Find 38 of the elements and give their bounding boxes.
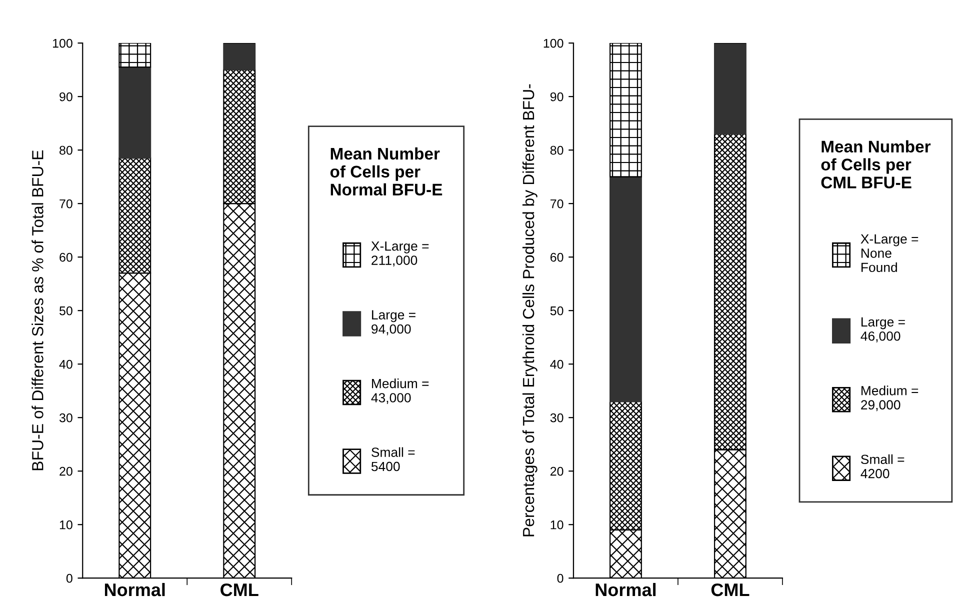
- y-tick-label: 0: [66, 574, 72, 583]
- y-tick-label: 90: [60, 92, 72, 102]
- y-tick-label: 40: [550, 360, 564, 369]
- y-tick-label: 40: [59, 360, 72, 369]
- y-tick-label: 20: [550, 466, 564, 476]
- legend-label: Small = 4200: [860, 454, 904, 478]
- y-tick-label: 80: [550, 146, 564, 155]
- legend-label: X-Large = None Found: [860, 234, 918, 272]
- y-tick-label: 50: [550, 306, 564, 316]
- legend-title: Mean Number of Cells per Normal BFU-E: [330, 147, 442, 196]
- legend-label: Medium = 43,000: [371, 378, 429, 404]
- x-tick-label: Normal: [104, 582, 165, 596]
- y-axis-title: BFU-E of Different Sizes as % of Total BFU-E: [32, 150, 44, 470]
- x-tick-label: CML: [711, 583, 750, 596]
- y-tick-label: 20: [60, 466, 72, 476]
- y-tick-label: 60: [550, 252, 564, 262]
- y-tick-label: 100: [52, 38, 72, 48]
- legend-label: Small = 5400: [371, 447, 415, 472]
- y-tick-label: 70: [60, 199, 72, 208]
- y-tick-label: 10: [550, 520, 564, 530]
- legend-label: Large = 94,000: [372, 310, 416, 336]
- x-tick-label: Normal: [596, 582, 656, 596]
- y-tick-label: 60: [60, 252, 72, 262]
- legend-title: Mean Number of Cells per CML BFU-E: [821, 140, 931, 188]
- y-tick-label: 70: [550, 199, 564, 208]
- legend-label: Medium = 29,000: [861, 386, 918, 412]
- y-tick-label: 50: [59, 306, 72, 316]
- legend-label: Large = 46,000: [860, 317, 905, 342]
- legend-label: X-Large = 211,000: [371, 242, 429, 267]
- y-tick-label: 100: [544, 38, 564, 48]
- y-tick-label: 0: [557, 574, 564, 583]
- y-axis-title: Percentages of Total Erythroid Cells Produced by Different BFU-: [522, 84, 538, 536]
- y-tick-label: 90: [550, 92, 564, 102]
- y-tick-label: 80: [60, 146, 72, 155]
- y-tick-label: 30: [59, 413, 72, 422]
- y-tick-label: 10: [60, 520, 72, 530]
- x-tick-label: CML: [220, 583, 258, 596]
- y-tick-label: 30: [550, 413, 564, 422]
